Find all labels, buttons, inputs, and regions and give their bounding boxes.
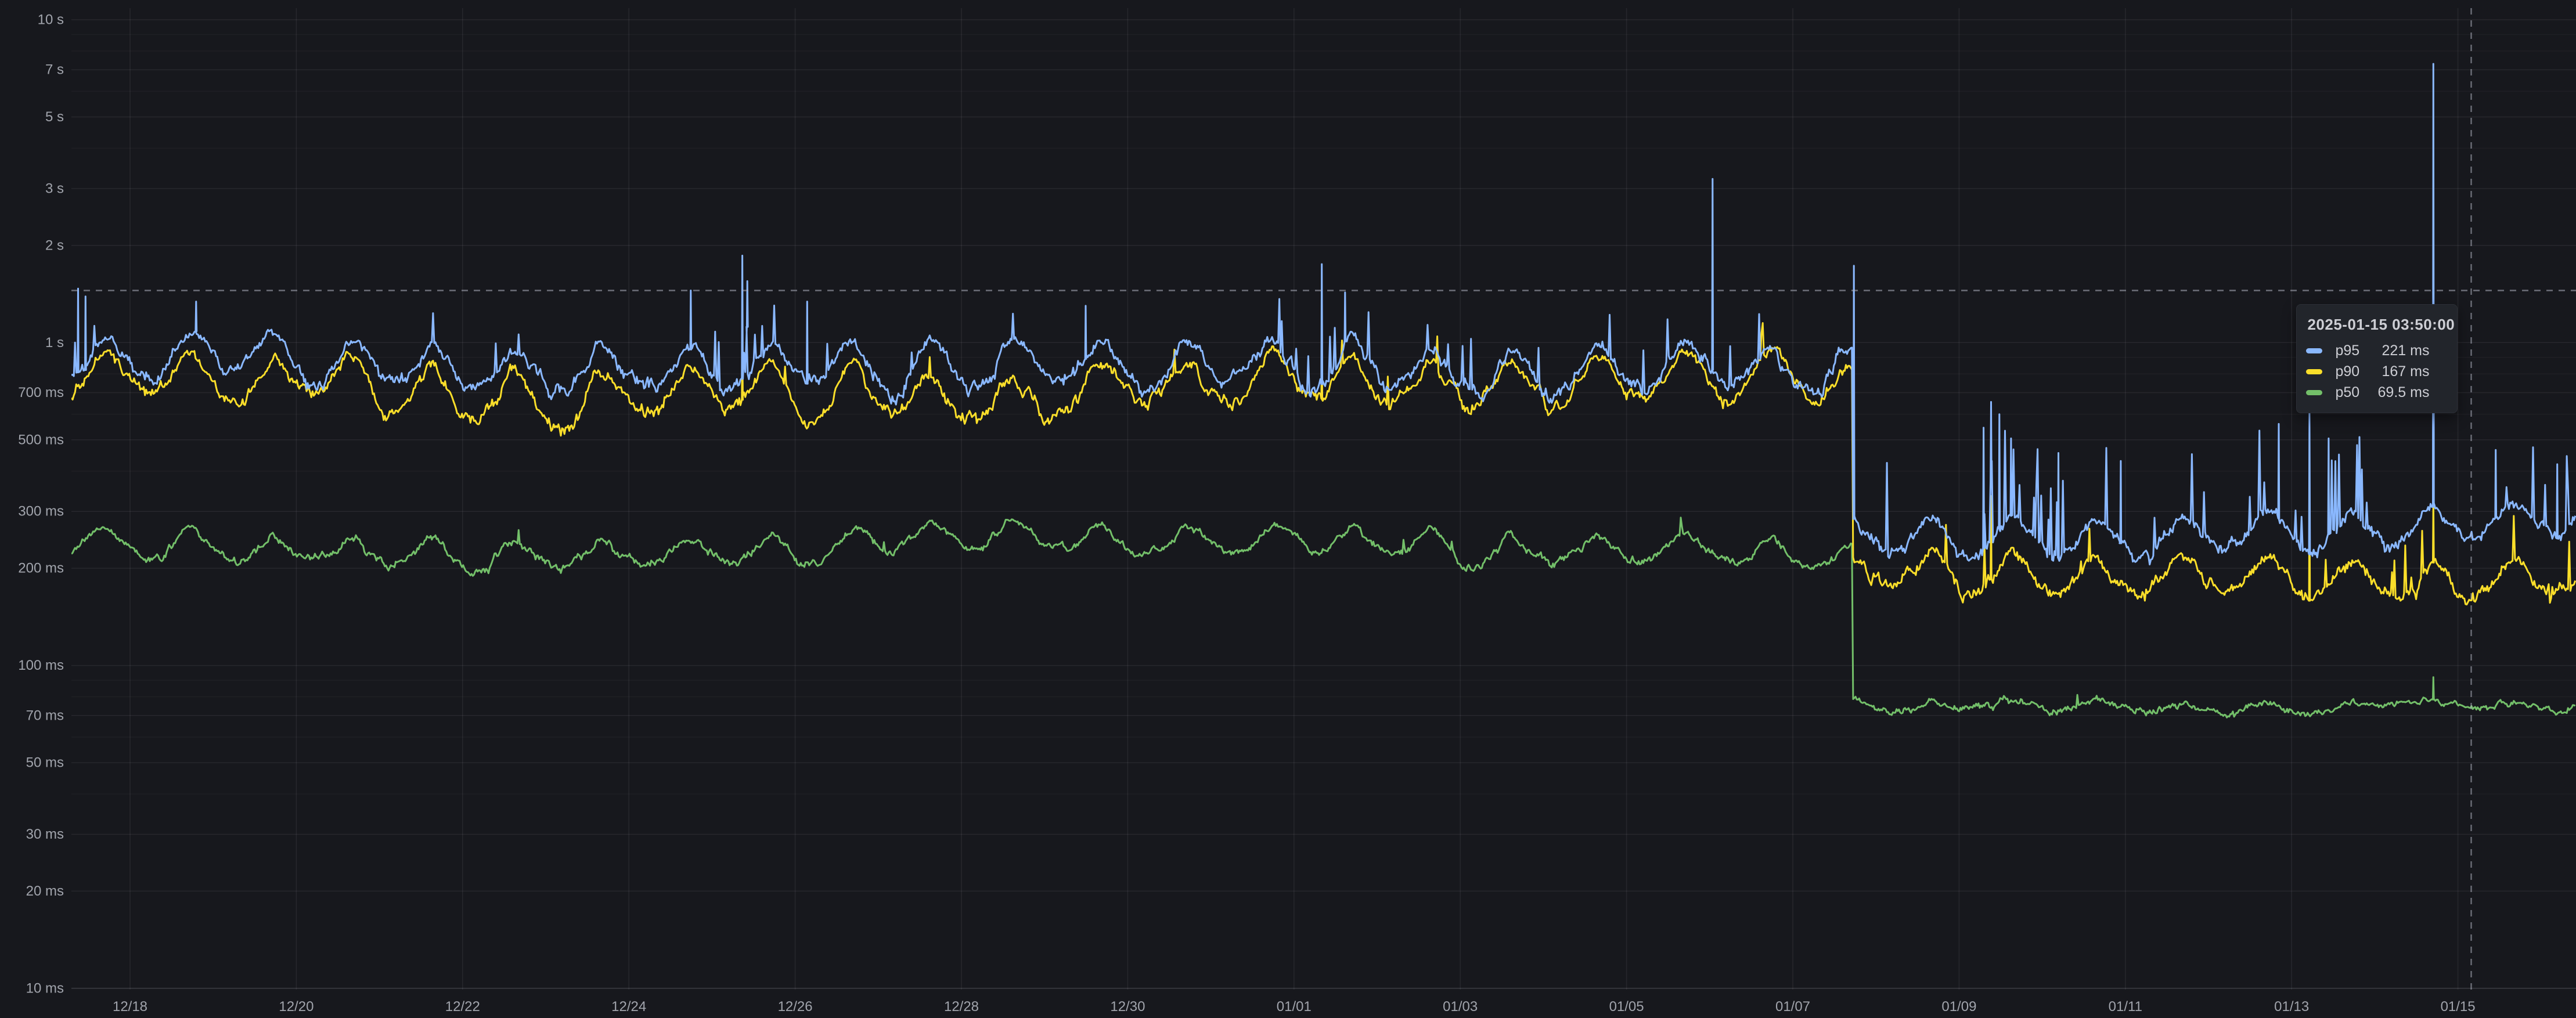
y-axis-tick-label: 500 ms — [18, 432, 64, 447]
series-color-icon — [2306, 348, 2323, 354]
y-axis-tick-label: 1 s — [45, 335, 64, 351]
y-axis-tick-label: 70 ms — [26, 707, 64, 723]
y-axis-tick-label: 50 ms — [26, 755, 64, 771]
y-axis-tick-label: 200 ms — [18, 561, 64, 576]
y-axis-tick-label: 5 s — [45, 109, 64, 125]
y-axis-tick-label: 7 s — [45, 62, 64, 78]
x-axis-tick-label: 01/01 — [1277, 999, 1312, 1015]
y-axis-tick-label: 3 s — [45, 181, 64, 196]
tooltip-series-value: 221 ms — [2382, 342, 2430, 359]
x-axis-tick-label: 12/24 — [611, 999, 646, 1015]
x-axis-tick-label: 01/07 — [1775, 999, 1810, 1015]
tooltip-series-value: 69.5 ms — [2377, 384, 2430, 401]
y-axis-tick-label: 2 s — [45, 237, 64, 253]
x-axis-tick-label: 01/13 — [2274, 999, 2309, 1015]
tooltip-timestamp: 2025-01-15 03:50:00 — [2307, 315, 2455, 333]
y-axis-tick-label: 700 ms — [18, 385, 64, 400]
x-axis-tick-label: 12/20 — [279, 999, 314, 1015]
y-axis-tick-label: 30 ms — [26, 826, 64, 842]
tooltip-series-row: p90 167 ms — [2306, 362, 2448, 382]
x-axis-tick-label: 12/30 — [1110, 999, 1145, 1015]
series-color-icon — [2306, 369, 2323, 375]
tooltip-series-label: p90 — [2335, 363, 2360, 380]
y-axis-tick-label: 100 ms — [18, 658, 64, 673]
x-axis-tick-label: 12/26 — [778, 999, 813, 1015]
y-axis-tick-label: 10 ms — [26, 980, 64, 996]
x-axis-tick-label: 12/28 — [944, 999, 979, 1015]
series-color-icon — [2306, 390, 2323, 396]
x-axis-tick-label: 12/18 — [113, 999, 147, 1015]
tooltip-series-row: p50 69.5 ms — [2306, 382, 2448, 403]
x-axis-tick-label: 01/15 — [2441, 999, 2476, 1015]
x-axis-tick-label: 01/09 — [1941, 999, 1976, 1015]
y-axis-tick-label: 300 ms — [18, 504, 64, 519]
tooltip-series-row: p95 221 ms — [2306, 341, 2448, 362]
tooltip: 2025-01-15 03:50:00 p95 221 ms p90 167 m… — [2296, 304, 2458, 413]
x-axis-tick-label: 01/03 — [1443, 999, 1478, 1015]
x-axis-tick-label: 01/05 — [1609, 999, 1644, 1015]
series-line-p90 — [71, 322, 2576, 606]
x-axis-tick-label: 12/22 — [445, 999, 480, 1015]
series-line-p95 — [71, 63, 2576, 566]
series-line-p50 — [71, 517, 2576, 719]
x-axis-tick-label: 01/11 — [2109, 999, 2142, 1015]
tooltip-series-label: p50 — [2335, 384, 2360, 401]
y-axis-tick-label: 10 s — [38, 12, 64, 28]
tooltip-series-label: p95 — [2335, 342, 2360, 359]
y-axis-tick-label: 20 ms — [26, 883, 64, 899]
tooltip-series-value: 167 ms — [2382, 363, 2430, 380]
